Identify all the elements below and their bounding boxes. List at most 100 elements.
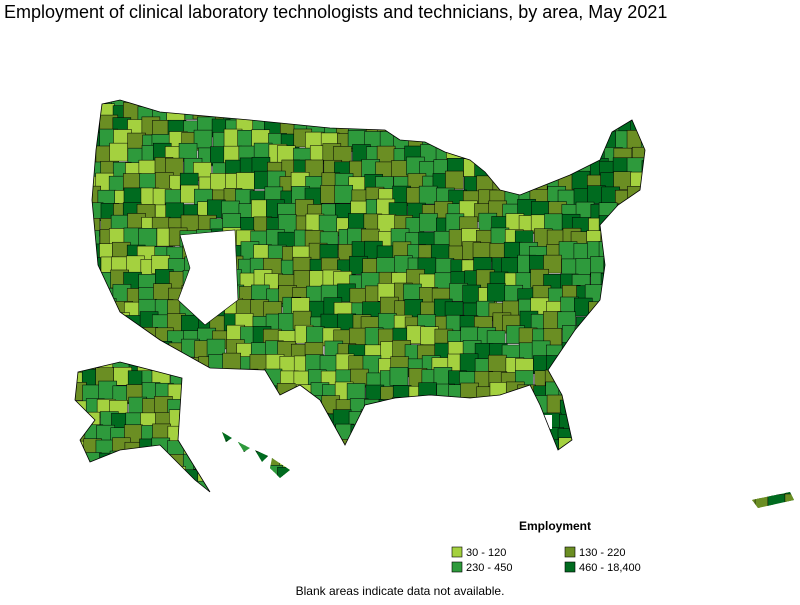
area xyxy=(660,359,678,377)
area xyxy=(336,452,354,470)
area xyxy=(630,496,648,514)
area xyxy=(504,443,522,461)
area xyxy=(404,399,422,417)
area xyxy=(758,414,776,432)
area xyxy=(758,340,776,358)
area xyxy=(126,471,144,489)
area xyxy=(211,495,229,513)
area xyxy=(731,119,749,137)
area xyxy=(194,439,212,457)
area xyxy=(237,437,255,455)
area xyxy=(741,312,759,330)
area xyxy=(755,312,773,330)
area xyxy=(590,313,608,331)
area xyxy=(254,468,272,486)
area xyxy=(770,103,788,121)
area xyxy=(744,328,762,346)
area xyxy=(714,484,732,502)
area xyxy=(419,383,437,401)
area xyxy=(349,482,367,500)
area xyxy=(769,397,787,415)
area xyxy=(740,244,758,262)
area xyxy=(714,133,732,151)
area xyxy=(281,88,299,106)
area xyxy=(618,429,636,447)
area xyxy=(767,381,785,399)
area xyxy=(754,243,772,261)
area xyxy=(644,353,662,371)
area xyxy=(576,357,594,375)
area xyxy=(672,219,690,237)
area xyxy=(599,215,617,233)
area xyxy=(502,148,520,166)
area xyxy=(646,188,664,206)
area xyxy=(487,92,505,110)
area xyxy=(642,494,660,512)
area xyxy=(604,480,622,498)
area xyxy=(333,466,351,484)
area xyxy=(197,370,215,388)
area xyxy=(661,88,679,106)
area xyxy=(757,452,775,470)
area xyxy=(518,396,536,414)
area xyxy=(655,481,673,499)
area xyxy=(461,92,479,110)
area xyxy=(687,456,705,474)
area xyxy=(310,484,328,502)
area xyxy=(773,409,791,427)
area xyxy=(250,398,268,416)
area xyxy=(617,439,635,457)
area xyxy=(293,499,311,517)
area xyxy=(487,493,505,511)
area xyxy=(601,355,619,373)
area xyxy=(617,204,635,222)
area xyxy=(658,177,676,195)
area xyxy=(306,327,324,345)
area xyxy=(615,466,633,484)
area xyxy=(194,451,212,469)
area xyxy=(689,469,707,487)
area xyxy=(743,398,761,416)
area xyxy=(701,367,719,385)
area xyxy=(602,427,620,445)
area xyxy=(323,89,341,107)
area xyxy=(631,426,649,444)
area xyxy=(241,496,259,514)
area xyxy=(646,217,664,235)
area xyxy=(403,454,421,472)
area xyxy=(712,272,730,290)
area xyxy=(213,371,231,389)
area xyxy=(673,258,691,276)
area xyxy=(295,456,313,474)
area xyxy=(631,243,649,261)
area xyxy=(740,373,758,391)
area xyxy=(71,413,89,431)
area xyxy=(68,129,86,147)
area xyxy=(408,482,426,500)
area xyxy=(167,89,185,107)
area xyxy=(697,286,715,304)
area xyxy=(675,425,693,443)
area xyxy=(336,479,354,497)
area xyxy=(575,327,593,345)
area xyxy=(473,456,491,474)
area xyxy=(210,441,228,459)
area xyxy=(701,90,719,108)
area xyxy=(604,258,622,276)
area xyxy=(378,469,396,487)
area xyxy=(781,243,799,261)
area xyxy=(464,481,482,499)
area xyxy=(182,395,200,413)
area xyxy=(744,146,762,164)
area xyxy=(785,120,800,138)
area xyxy=(533,145,551,163)
area xyxy=(641,381,659,399)
area xyxy=(725,286,743,304)
area xyxy=(657,144,675,162)
area xyxy=(714,470,732,488)
area xyxy=(70,329,88,347)
area xyxy=(110,451,128,469)
area xyxy=(701,494,719,512)
area xyxy=(407,424,425,442)
area xyxy=(519,440,537,458)
